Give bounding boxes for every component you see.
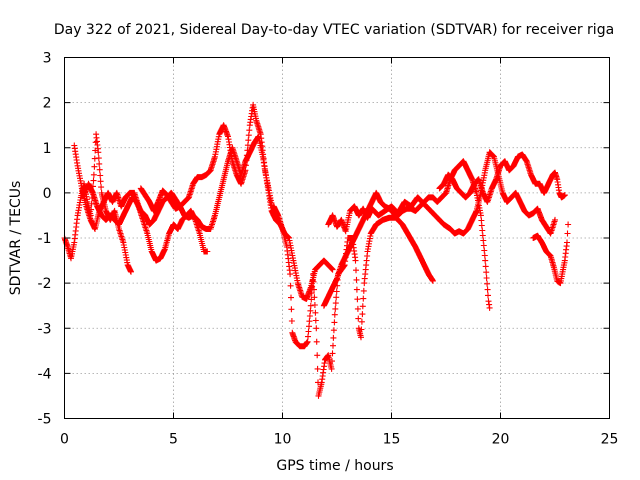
y-tick-label: -2 xyxy=(38,276,52,292)
x-tick-label: 0 xyxy=(60,432,69,448)
y-tick-label: -5 xyxy=(38,412,52,428)
chart-title: Day 322 of 2021, Sidereal Day-to-day VTE… xyxy=(54,22,614,38)
data-point-markers xyxy=(61,101,572,399)
x-tick-label: 20 xyxy=(492,432,510,448)
data-series-sdtvar xyxy=(61,101,572,399)
y-tick-label: 0 xyxy=(43,186,52,202)
x-tick-label: 15 xyxy=(383,432,401,448)
x-tick-label: 10 xyxy=(274,432,292,448)
y-tick-label: -4 xyxy=(38,366,52,382)
y-axis-title: SDTVAR / TECUs xyxy=(8,181,24,296)
y-tick-labels: -5 -4 -3 -2 -1 0 1 2 3 xyxy=(38,51,52,428)
axis-ticks xyxy=(64,57,610,419)
x-tick-label: 5 xyxy=(169,432,178,448)
y-tick-label: -3 xyxy=(38,321,52,337)
x-tick-label: 25 xyxy=(601,432,619,448)
y-tick-label: 2 xyxy=(43,96,52,112)
x-tick-labels: 0 5 10 15 20 25 xyxy=(60,432,618,448)
y-tick-label: -1 xyxy=(38,231,52,247)
y-tick-label: 3 xyxy=(43,51,52,67)
x-axis-title: GPS time / hours xyxy=(276,458,393,474)
y-tick-label: 1 xyxy=(43,141,52,157)
